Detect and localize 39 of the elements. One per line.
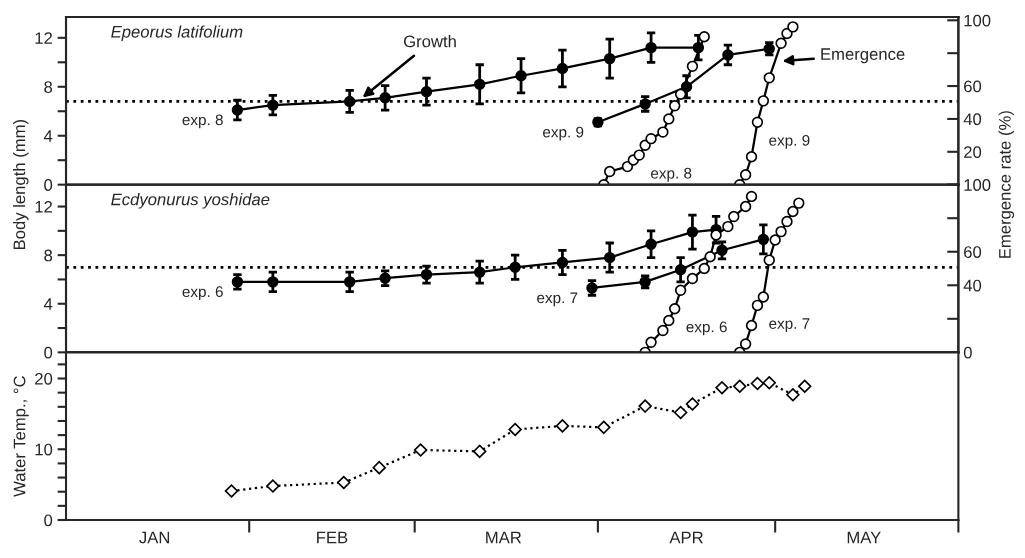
- y-tick-label: 8: [44, 249, 53, 262]
- y2-tick-label: 0: [963, 346, 972, 359]
- y-tick-label: 0: [44, 346, 53, 359]
- y2-tick-label: 100: [964, 179, 991, 191]
- series-label: exp. 9: [769, 134, 810, 149]
- series-label: exp. 8: [651, 167, 692, 182]
- y2-tick-label: 60: [964, 80, 982, 93]
- y2-axis-title: Emergence rate (%): [998, 111, 1015, 258]
- y2-tick-label: 40: [963, 113, 982, 126]
- series-label: exp. 8: [182, 114, 223, 129]
- x-tick-label: JAN: [139, 531, 170, 544]
- y-tick-label: 4: [43, 298, 53, 310]
- y-tick-label: 0: [44, 514, 53, 527]
- y2-tick-label: 40: [963, 279, 982, 292]
- y-axis-title: Body length (mm): [12, 119, 29, 250]
- y-tick-label: 20: [35, 372, 53, 385]
- series-label: exp. 7: [537, 292, 578, 307]
- x-tick-label: MAR: [486, 531, 522, 544]
- y-tick-label: 12: [35, 200, 52, 213]
- y-tick-label: 12: [35, 32, 52, 44]
- annotation: Emergence: [821, 48, 905, 64]
- y-axis-title: Water Temp., °C: [13, 376, 29, 497]
- y2-tick-label: 100: [964, 14, 991, 27]
- y2-tick-label: 60: [964, 246, 982, 258]
- chart-title: Ecdyonurus yoshidae: [111, 193, 270, 209]
- x-tick-label: APR: [669, 531, 703, 544]
- y-tick-label: 0: [44, 179, 53, 191]
- series-label: exp. 6: [686, 321, 727, 336]
- y-tick-label: 10: [35, 443, 53, 456]
- y-tick-label: 8: [44, 81, 53, 93]
- y-tick-label: 4: [43, 130, 53, 142]
- x-tick-label: MAY: [847, 531, 881, 544]
- y2-tick-label: 20: [964, 146, 982, 159]
- chart-title: Epeorus latifolium: [111, 25, 243, 41]
- series-label: exp. 6: [182, 286, 223, 301]
- x-tick-label: FEB: [317, 531, 348, 544]
- series-label: exp. 9: [543, 126, 584, 141]
- annotation: Growth: [404, 35, 456, 48]
- series-label: exp. 7: [769, 318, 810, 332]
